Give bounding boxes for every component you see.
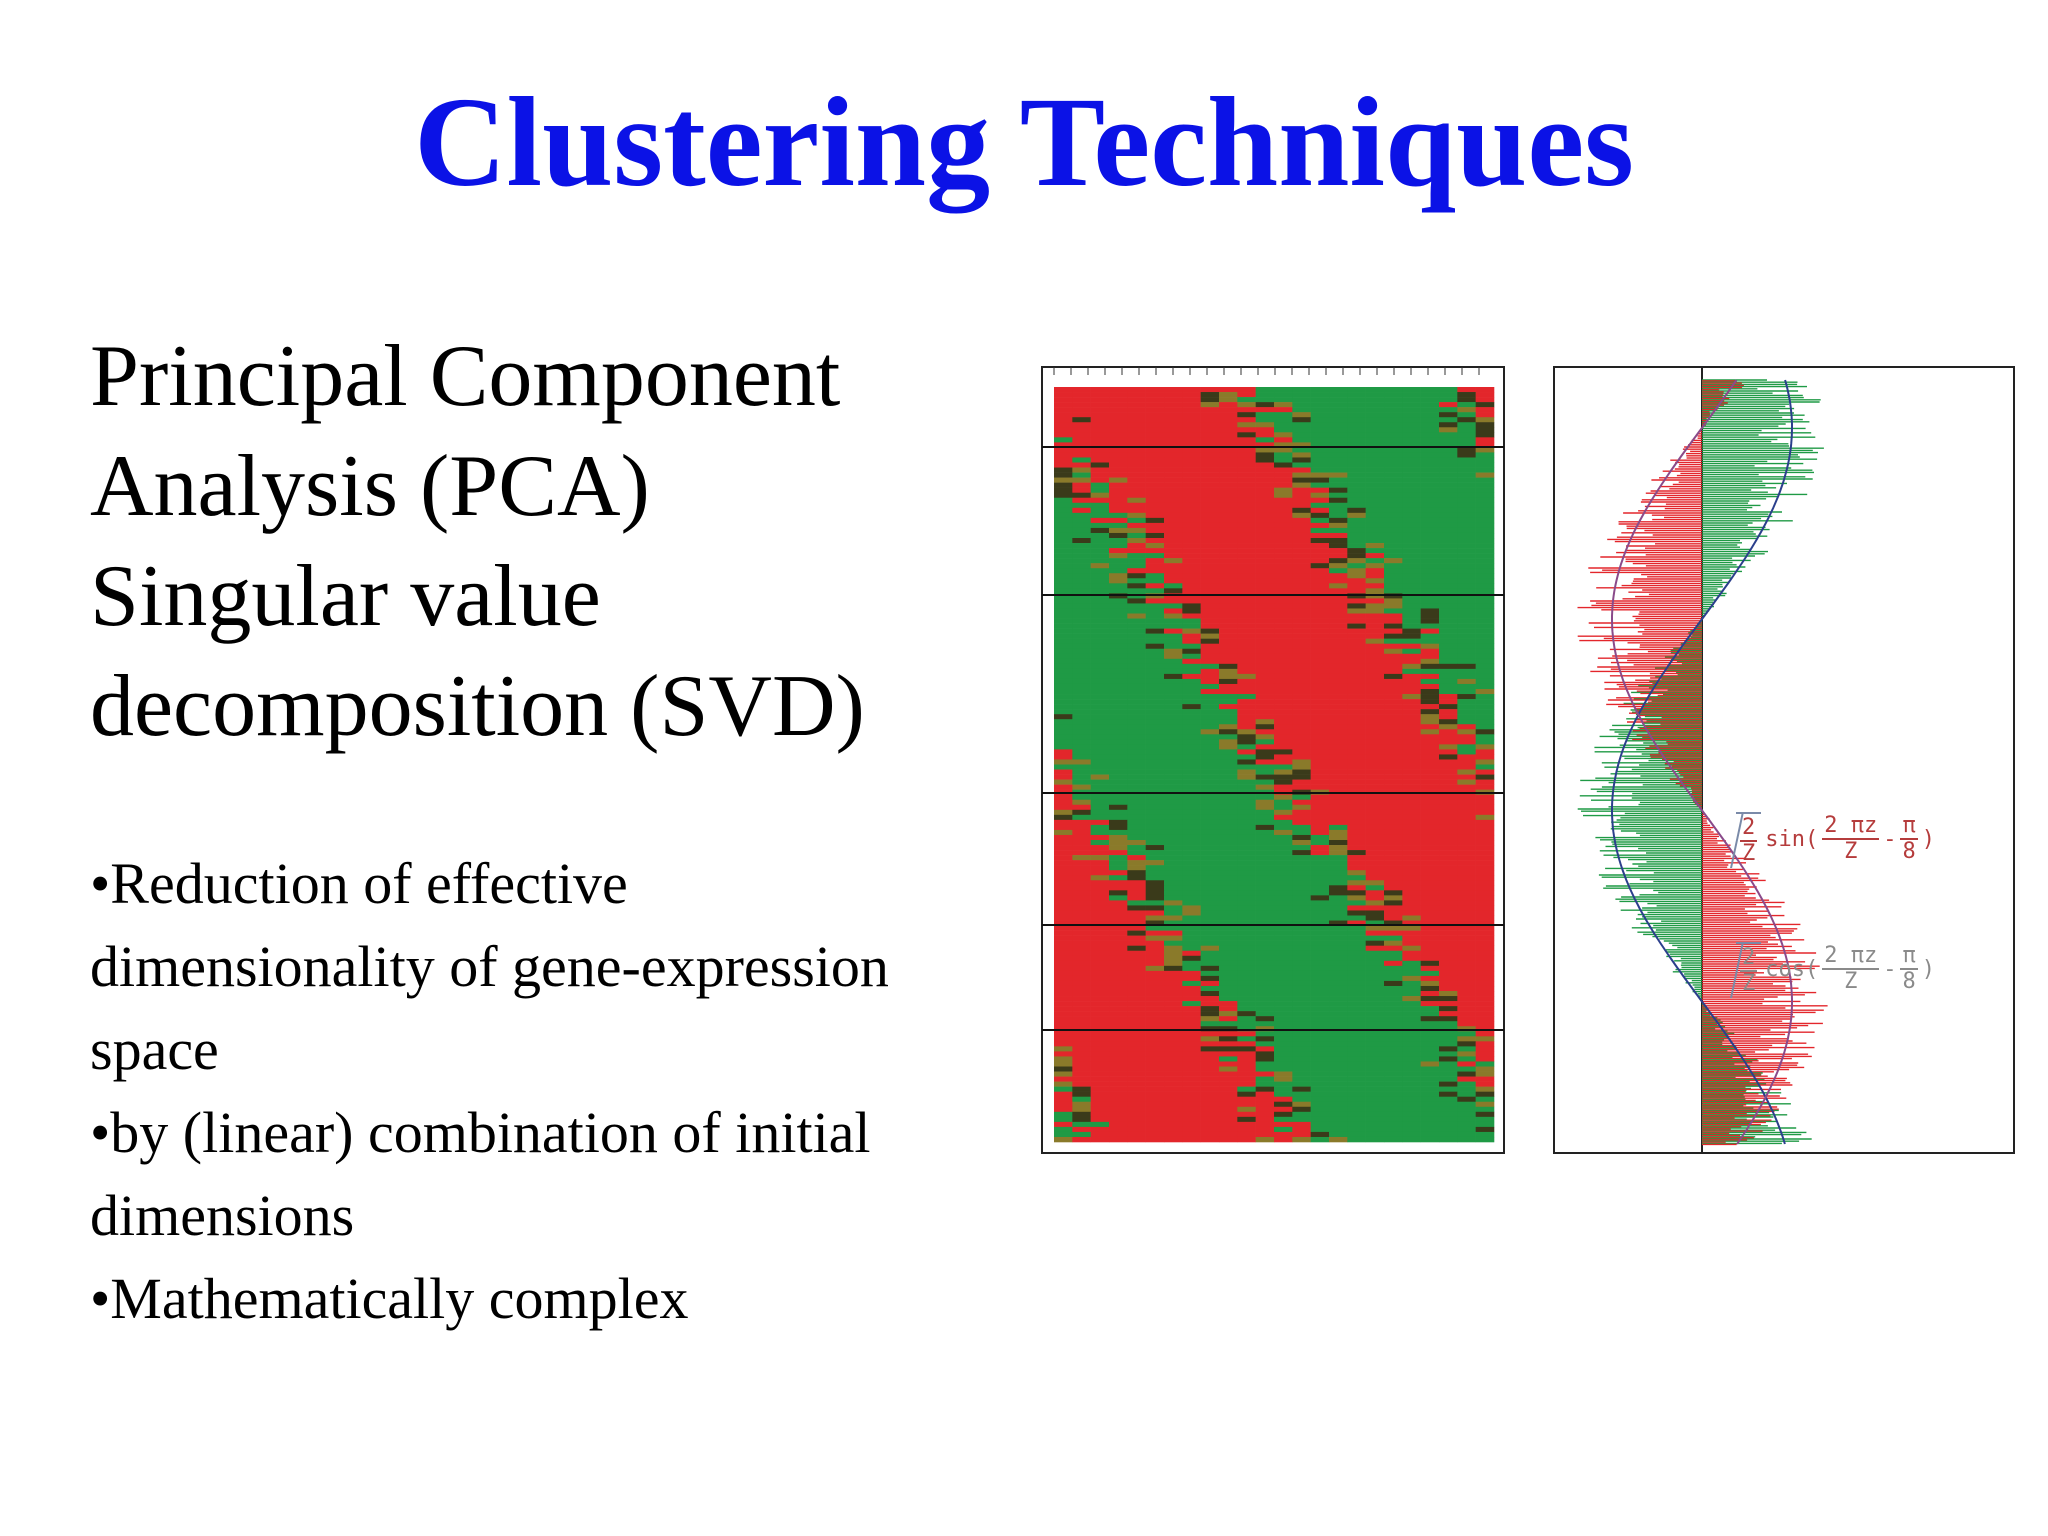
bullet-line: •by (linear) combination of initial bbox=[90, 1100, 871, 1165]
slide-title: Clustering Techniques bbox=[414, 71, 1634, 213]
heading-line: Analysis (PCA) bbox=[90, 438, 650, 535]
bullet-line: •Reduction of effective bbox=[90, 851, 628, 916]
gene-expression-heatmap bbox=[1041, 366, 1505, 1154]
heading-line: Principal Component bbox=[90, 328, 841, 425]
bullet-line: dimensionality of gene-expression bbox=[90, 934, 889, 999]
bullet-list: •Reduction of effective dimensionality o… bbox=[90, 842, 1090, 1340]
heatmap-figure bbox=[1040, 365, 1506, 1155]
heatmap-cells bbox=[1054, 387, 1495, 1143]
bullet-line: dimensions bbox=[90, 1183, 355, 1248]
bullet-line: space bbox=[90, 1017, 219, 1082]
svd-eigengene-plot bbox=[1553, 366, 2015, 1154]
cos-curve bbox=[1611, 379, 1793, 1145]
heading-line: decomposition (SVD) bbox=[90, 658, 865, 755]
bullet-line: •Mathematically complex bbox=[90, 1266, 689, 1331]
section-heading: Principal Component Analysis (PCA) Singu… bbox=[90, 322, 1030, 762]
sin-curve bbox=[1611, 379, 1793, 1145]
heading-line: Singular value bbox=[90, 548, 601, 645]
